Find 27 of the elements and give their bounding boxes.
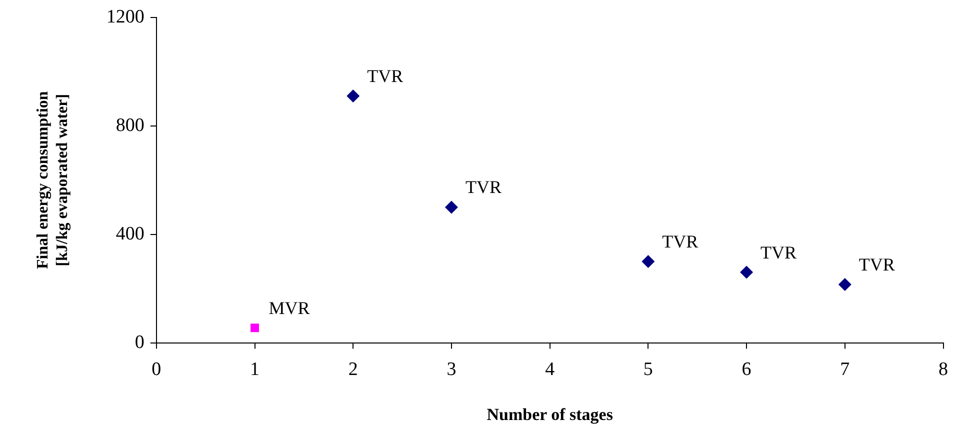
series-label: MVR [268,298,310,318]
x-tick-label: 0 [152,359,162,380]
y-tick-label: 1200 [106,6,144,28]
y-tick-label: 400 [116,223,144,244]
point [838,278,852,291]
point [642,254,655,268]
x-tick-label: 8 [938,359,948,380]
text: TVR [662,231,698,252]
point [740,266,754,279]
x-tick-label: 4 [545,359,556,380]
point [444,200,458,214]
x-axis-title: Number of stages [486,405,614,424]
y-tick-label: 0 [134,332,144,353]
x-tick-label: 1 [250,359,260,380]
text: TVR [760,242,797,262]
y-tick-label: 800 [116,114,144,136]
point [250,324,259,332]
x-tick-label: 7 [840,359,850,380]
x-tick-label: 5 [643,359,653,380]
x-tick-label: 2 [348,359,358,380]
x-tick-label: 6 [742,359,752,380]
series-label: TVR [367,66,404,86]
text: TVR [858,254,895,274]
point [346,90,360,103]
x-tick-label: 3 [446,359,456,380]
y-axis-title: Final energy consumption [kJ/kg evaporated water] [34,91,71,269]
text: TVR [465,177,502,198]
